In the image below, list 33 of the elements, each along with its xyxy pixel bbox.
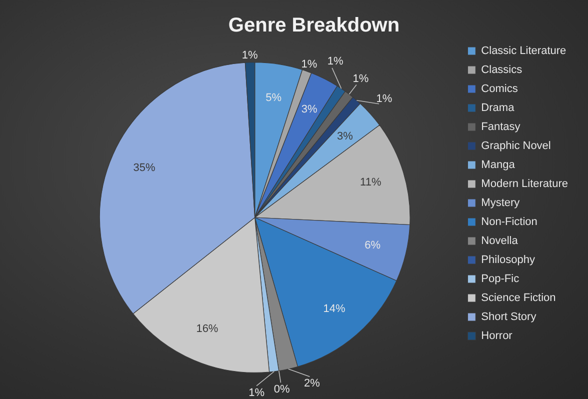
legend-label: Classic Literature: [481, 45, 566, 58]
data-label: 1%: [327, 56, 344, 68]
data-label: 1%: [301, 58, 318, 71]
data-label: 2%: [304, 377, 320, 390]
data-label: 1%: [352, 73, 369, 86]
legend-label: Classics: [481, 64, 523, 76]
legend-label: Novella: [481, 235, 519, 248]
legend-label: Mystery: [481, 197, 520, 210]
legend-label: Drama: [481, 102, 516, 114]
legend-label: Comics: [481, 83, 518, 96]
data-label: 1%: [248, 386, 265, 399]
legend-label: Graphic Novel: [481, 140, 551, 152]
data-label: 6%: [364, 240, 381, 252]
data-label: 11%: [360, 176, 382, 188]
legend-label: Philosophy: [481, 254, 536, 266]
data-label: 3%: [301, 103, 318, 116]
data-label: 16%: [196, 322, 218, 335]
text: 0%: [274, 384, 290, 396]
legend-label: Horror: [481, 330, 513, 342]
data-label: 1%: [242, 49, 258, 62]
legend-label: Non-Fiction: [481, 216, 538, 228]
legend-label: Short Story: [481, 311, 537, 324]
legend-label: Science Fiction: [481, 292, 556, 304]
data-label: 1%: [376, 93, 392, 106]
legend-label: Pop-Fic: [481, 273, 520, 286]
data-label: 3%: [337, 130, 354, 143]
data-label: 5%: [266, 92, 282, 104]
data-label: 14%: [323, 302, 346, 315]
chart-title: Genre Breakdown: [228, 14, 400, 37]
legend-label: Fantasy: [481, 121, 521, 134]
legend-label: Manga: [481, 159, 516, 172]
data-label: 35%: [133, 162, 156, 174]
legend-label: Modern Literature: [481, 178, 568, 190]
